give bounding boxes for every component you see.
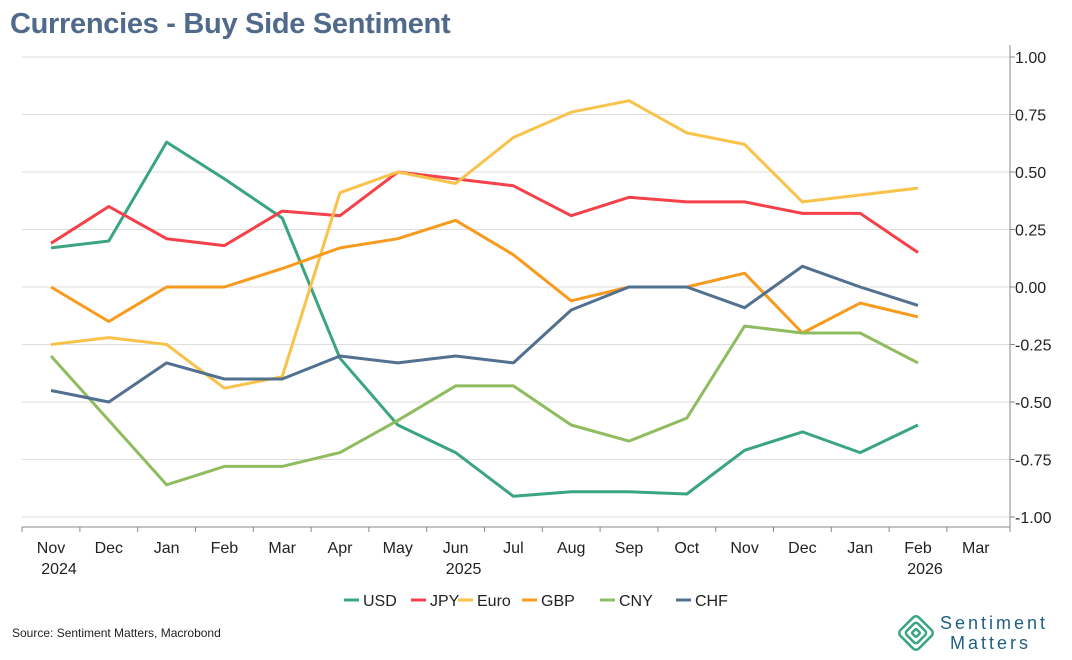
- y-tick-label: -0.50: [1015, 395, 1052, 412]
- legend-label-usd: USD: [363, 593, 397, 610]
- x-year-label: 2025: [446, 561, 482, 578]
- y-tick-label: 0.00: [1015, 280, 1046, 297]
- legend-label-jpy: JPY: [430, 593, 460, 610]
- y-tick-label: 0.75: [1015, 108, 1046, 125]
- x-year-label: 2026: [907, 561, 943, 578]
- chart-title: Currencies - Buy Side Sentiment: [10, 8, 451, 40]
- series-line-cny: [49, 324, 919, 487]
- sentiment-matters-logo: Sentiment Matters: [896, 611, 1071, 656]
- x-tick-label: Feb: [211, 540, 239, 557]
- y-tick-label: -0.75: [1015, 453, 1052, 470]
- series-line-euro: [50, 99, 919, 390]
- x-tick-label: Nov: [730, 540, 758, 557]
- logo-text-line2: Matters: [950, 633, 1032, 653]
- y-tick-label: 1.00: [1015, 50, 1046, 67]
- x-tick-label: Jan: [154, 540, 180, 557]
- x-tick-label: Nov: [37, 540, 65, 557]
- x-tick-label: Dec: [788, 540, 816, 557]
- y-tick-label: -1.00: [1015, 510, 1052, 527]
- x-tick-label: Jun: [443, 540, 469, 557]
- x-year-label: 2024: [41, 561, 77, 578]
- logo-text-line1: Sentiment: [940, 613, 1049, 633]
- x-tick-label: Aug: [557, 540, 585, 557]
- x-tick-label: Mar: [962, 540, 990, 557]
- x-tick-label: May: [383, 540, 413, 557]
- x-tick-label: Apr: [328, 540, 354, 557]
- series-line-gbp: [50, 218, 919, 335]
- series-line-jpy: [50, 170, 919, 254]
- legend-label-gbp: GBP: [541, 593, 575, 610]
- series-line-chf: [50, 264, 919, 404]
- x-tick-label: Feb: [904, 540, 932, 557]
- y-tick-label: -0.25: [1015, 338, 1052, 355]
- x-tick-label: Jan: [847, 540, 873, 557]
- logo-diamond-icon: [898, 615, 934, 651]
- series-line-usd: [50, 140, 919, 498]
- legend-label-euro: Euro: [477, 593, 511, 610]
- x-tick-label: Jul: [503, 540, 523, 557]
- y-tick-label: 0.25: [1015, 223, 1046, 240]
- y-tick-label: 0.50: [1015, 165, 1046, 182]
- legend-label-chf: CHF: [695, 593, 728, 610]
- x-tick-label: Mar: [268, 540, 296, 557]
- x-tick-label: Dec: [95, 540, 123, 557]
- legend-label-cny: CNY: [619, 593, 653, 610]
- x-tick-label: Oct: [674, 540, 699, 557]
- source-note: Source: Sentiment Matters, Macrobond: [12, 626, 221, 640]
- x-tick-label: Sep: [615, 540, 644, 557]
